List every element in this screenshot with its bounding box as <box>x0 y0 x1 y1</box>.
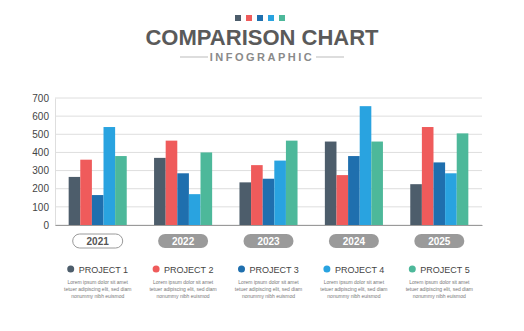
legend-description: tetuer adipiscing elit, sed diam <box>320 286 387 292</box>
y-tick-label: 0 <box>43 220 49 231</box>
decor-square <box>279 15 285 21</box>
legend-swatch <box>153 266 160 273</box>
y-tick: 300 <box>32 165 55 176</box>
bar <box>336 175 348 225</box>
bar <box>69 177 81 225</box>
y-tick-label: 100 <box>32 202 49 213</box>
legend-label: PROJECT 3 <box>250 265 299 275</box>
legend-swatch <box>409 266 416 273</box>
legend-swatch <box>67 266 74 273</box>
y-tick: 500 <box>32 129 55 140</box>
y-tick-label: 300 <box>32 165 49 176</box>
bar <box>286 141 298 225</box>
bar <box>457 133 469 225</box>
title: COMPARISON CHART <box>145 25 379 50</box>
decor-square <box>257 15 263 21</box>
bar <box>177 173 189 225</box>
y-tick: 200 <box>32 183 55 194</box>
bar <box>154 158 166 225</box>
legend-description: tetuer adipiscing elit, sed diam <box>235 286 302 292</box>
y-tick-label: 400 <box>32 147 49 158</box>
category-labels: 2021 2022 2023 2024 2025 <box>73 234 465 248</box>
category-label: 2022 <box>172 236 195 247</box>
legend-description: nonummy nibh euismod <box>327 293 380 299</box>
bar <box>422 127 434 225</box>
legend-description: Lorem ipsum dolor sit amet <box>238 279 299 285</box>
legend-description: tetuer adipiscing elit, sed diam <box>64 286 131 292</box>
grid-line <box>55 98 482 99</box>
decor-square <box>246 15 252 21</box>
grid-line <box>55 134 482 135</box>
legend-description: nonummy nibh euismod <box>71 293 124 299</box>
category-label: 2025 <box>428 236 451 247</box>
x-axis-line <box>56 225 483 226</box>
subtitle-rule <box>316 57 344 58</box>
legend-label: PROJECT 1 <box>79 265 128 275</box>
y-tick: 700 <box>32 93 55 104</box>
y-tick: 100 <box>32 202 55 213</box>
bar <box>360 106 372 225</box>
legend-label: PROJECT 4 <box>335 265 384 275</box>
grid <box>55 98 482 225</box>
bar <box>274 161 286 225</box>
category-label: 2021 <box>87 236 110 247</box>
decor-square <box>235 15 241 21</box>
y-tick: 0 <box>43 220 55 231</box>
decor-square <box>268 15 274 21</box>
bar <box>104 127 116 225</box>
grid-line <box>55 152 482 153</box>
bar <box>251 165 263 225</box>
y-axis: 0 100 200 300 400 500 600 700 <box>32 93 55 231</box>
category-pill <box>73 234 123 248</box>
category-label: 2023 <box>257 236 280 247</box>
legend-swatch <box>238 266 245 273</box>
bar <box>410 184 422 225</box>
legend-swatch <box>323 266 330 273</box>
bar <box>80 160 92 225</box>
bars <box>69 106 469 225</box>
bar <box>348 156 360 225</box>
category-pill <box>414 234 464 248</box>
bar <box>92 195 104 225</box>
x-axis <box>56 225 483 226</box>
y-tick-label: 500 <box>32 129 49 140</box>
grid-line <box>55 116 482 117</box>
bar <box>189 194 201 225</box>
bar <box>433 162 445 225</box>
y-tick-label: 600 <box>32 111 49 122</box>
legend-description: nonummy nibh euismod <box>157 293 210 299</box>
legend-description: Lorem ipsum dolor sit amet <box>324 279 385 285</box>
legend-label: PROJECT 2 <box>164 265 213 275</box>
bar <box>201 152 213 225</box>
chart: COMPARISON CHARTINFOGRAPHIC 0 100 200 300 400… <box>0 0 524 331</box>
y-tick: 400 <box>32 147 55 158</box>
bar <box>371 142 383 225</box>
subtitle: INFOGRAPHIC <box>210 51 315 63</box>
bar <box>115 156 127 225</box>
legend-description: tetuer adipiscing elit, sed diam <box>149 286 216 292</box>
legend-description: nonummy nibh euismod <box>242 293 295 299</box>
bar <box>166 141 178 225</box>
bar <box>325 142 337 225</box>
y-tick-label: 200 <box>32 183 49 194</box>
bar <box>239 182 251 225</box>
category-pill <box>329 234 379 248</box>
bar <box>445 173 457 225</box>
legend-description: tetuer adipiscing elit, sed diam <box>406 286 473 292</box>
subtitle-rule <box>180 57 208 58</box>
legend-description: nonummy nibh euismod <box>413 293 466 299</box>
legend-label: PROJECT 5 <box>420 265 469 275</box>
legend-description: Lorem ipsum dolor sit amet <box>409 279 470 285</box>
bar <box>263 179 275 225</box>
category-label: 2024 <box>343 236 366 247</box>
y-tick-label: 700 <box>32 93 49 104</box>
y-axis-line <box>55 99 56 226</box>
category-pill <box>244 234 294 248</box>
legend: PROJECT 1Lorem ipsum dolor sit amettetue… <box>64 265 473 300</box>
legend-description: Lorem ipsum dolor sit amet <box>153 279 214 285</box>
legend-description: Lorem ipsum dolor sit amet <box>68 279 129 285</box>
y-tick: 600 <box>32 111 55 122</box>
category-pill <box>158 234 208 248</box>
